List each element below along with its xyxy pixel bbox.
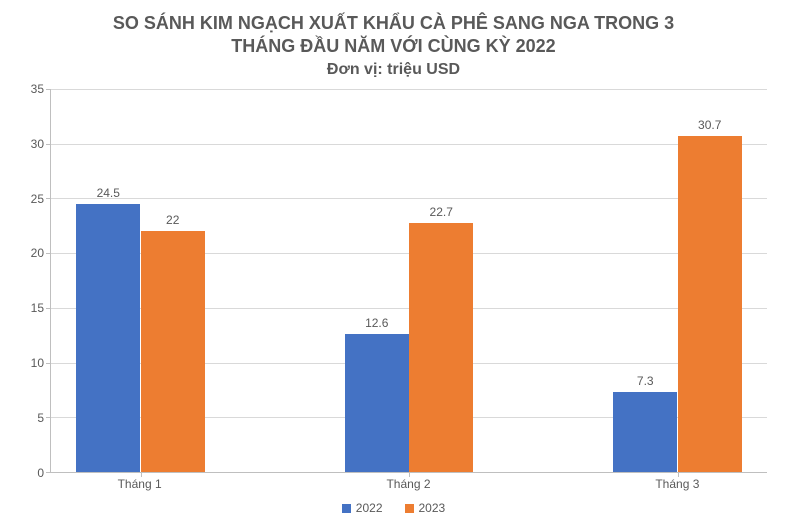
- x-axis-label: Tháng 3: [655, 477, 699, 491]
- x-axis-label: Tháng 2: [386, 477, 430, 491]
- y-tick-mark: [46, 363, 51, 364]
- y-tick-label: 5: [37, 411, 44, 425]
- bar-2023-3: [678, 136, 742, 472]
- plot-area: 24.5 22 12.6 22.7 7.3 30.7: [50, 89, 767, 473]
- legend-item-2022: 2022: [342, 501, 383, 515]
- bar-2022-3: [613, 392, 677, 472]
- legend-swatch: [405, 504, 414, 513]
- y-tick-mark: [46, 308, 51, 309]
- bar-2022-1: [76, 204, 140, 472]
- y-tick-label: 10: [31, 356, 44, 370]
- y-tick-mark: [46, 417, 51, 418]
- y-tick-mark: [46, 198, 51, 199]
- legend-item-2023: 2023: [405, 501, 446, 515]
- y-tick-label: 20: [31, 246, 44, 260]
- data-label: 7.3: [637, 374, 654, 388]
- bar-2023-1: [141, 231, 205, 472]
- export-comparison-chart: SO SÁNH KIM NGẠCH XUẤT KHẨU CÀ PHÊ SANG …: [0, 0, 787, 527]
- y-axis: 05101520253035: [20, 89, 50, 473]
- plot-row: 05101520253035 24.52212.622.77.330.7: [20, 89, 767, 473]
- y-tick-label: 25: [31, 192, 44, 206]
- chart-title-line1: SO SÁNH KIM NGẠCH XUẤT KHẨU CÀ PHÊ SANG …: [20, 12, 767, 35]
- y-tick-label: 30: [31, 137, 44, 151]
- legend-label: 2022: [356, 501, 383, 515]
- chart-subtitle: Đơn vị: triệu USD: [20, 61, 767, 79]
- data-label: 22: [166, 213, 179, 227]
- y-tick-mark: [46, 253, 51, 254]
- bars-layer: 24.5 22 12.6 22.7 7.3 30.7: [51, 89, 767, 472]
- x-axis-labels: Tháng 1 Tháng 2 Tháng 3: [50, 473, 767, 495]
- x-axis-label: Tháng 1: [118, 477, 162, 491]
- legend: 2022 2023: [20, 501, 767, 515]
- data-label: 30.7: [698, 118, 721, 132]
- data-label: 22.7: [430, 205, 453, 219]
- legend-swatch: [342, 504, 351, 513]
- y-tick-mark: [46, 89, 51, 90]
- y-tick-mark: [46, 144, 51, 145]
- y-tick-label: 15: [31, 301, 44, 315]
- chart-title-line2: THÁNG ĐẦU NĂM VỚI CÙNG KỲ 2022: [20, 35, 767, 58]
- y-tick-label: 35: [31, 82, 44, 96]
- data-label: 12.6: [365, 316, 388, 330]
- y-tick-label: 0: [37, 466, 44, 480]
- bar-2022-2: [345, 334, 409, 472]
- legend-label: 2023: [419, 501, 446, 515]
- chart-title-block: SO SÁNH KIM NGẠCH XUẤT KHẨU CÀ PHÊ SANG …: [20, 12, 767, 79]
- data-label: 24.5: [97, 186, 120, 200]
- bar-2023-2: [409, 223, 473, 472]
